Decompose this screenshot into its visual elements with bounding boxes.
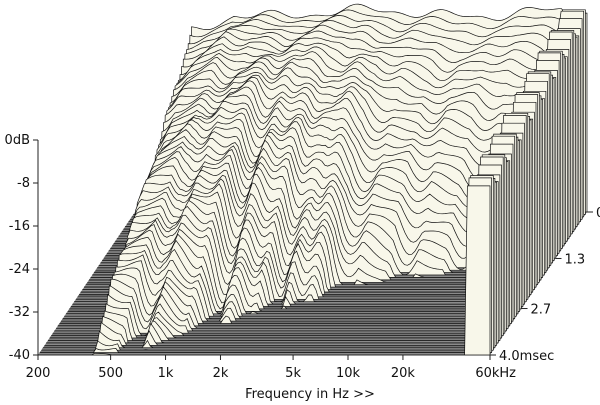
y-tick-label: -40 [9, 348, 30, 363]
z-axis-ticks: 0.0 1.3 2.7 4.0msec [490, 206, 600, 364]
decay-slice [54, 157, 507, 332]
decay-slice [57, 160, 511, 327]
x-tick-label: 5k [285, 366, 301, 381]
y-tick-label: -24 [9, 262, 30, 277]
y-tick-label: -8 [17, 176, 30, 191]
x-tick-label: 2k [213, 366, 229, 381]
decay-slice [61, 143, 514, 322]
decay-slice [62, 135, 516, 319]
x-axis-ticks: 200 500 1k 2k 5k 10k 20k 60kHz [26, 355, 516, 381]
x-tick-label: 500 [98, 366, 123, 381]
x-tick-label: 10k [336, 366, 361, 381]
y-tick-label: 0dB [5, 133, 30, 148]
z-tick-label: 4.0msec [499, 349, 554, 364]
decay-slice [59, 153, 512, 324]
x-axis-title: Frequency in Hz >> [245, 387, 375, 402]
x-tick-label: 20k [391, 366, 416, 381]
x-tick-label: 60kHz [475, 366, 516, 381]
y-axis-ticks: 0dB -8 -16 -24 -32 -40 [5, 133, 38, 363]
decay-slice [52, 154, 506, 334]
decay-slice [41, 175, 494, 351]
decay-slice [46, 181, 499, 344]
y-tick-label: -32 [9, 305, 30, 320]
decay-slice [49, 164, 502, 339]
decay-slice [51, 156, 504, 336]
decay-slice [42, 178, 496, 349]
decay-slices [38, 3, 588, 356]
decay-slice [44, 181, 497, 346]
z-tick-label: 0.0 [596, 206, 600, 221]
axes: 0dB -8 -16 -24 -32 -40 200 500 1k 2k 5k 10k 20k 60kH… [5, 133, 600, 402]
x-tick-label: 200 [26, 366, 51, 381]
y-tick-label: -16 [9, 219, 30, 234]
z-tick-label: 2.7 [531, 303, 552, 318]
z-tick-label: 1.3 [564, 252, 585, 267]
decay-slice [39, 177, 492, 353]
decay-slice [47, 174, 501, 341]
decay-slice [56, 161, 509, 329]
decay-slice [38, 185, 491, 356]
x-tick-label: 1k [158, 366, 174, 381]
